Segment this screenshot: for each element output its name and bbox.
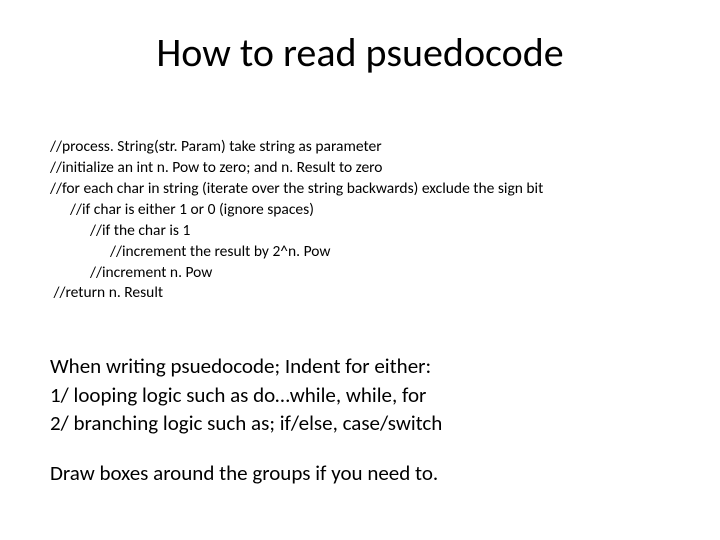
code-line: //return n. Result [50, 283, 670, 304]
code-line: //process. String(str. Param) take strin… [50, 137, 670, 158]
code-line: //if the char is 1 [50, 221, 670, 242]
code-line: //increment n. Pow [50, 263, 670, 284]
code-line: //increment the result by 2^n. Pow [50, 242, 670, 263]
code-line: //initialize an int n. Pow to zero; and … [50, 158, 670, 179]
notes-line: 2/ branching logic such as; if/else, cas… [50, 409, 670, 437]
pseudocode-block: //process. String(str. Param) take strin… [50, 137, 670, 304]
notes-line: When writing psuedocode; Indent for eith… [50, 352, 670, 380]
notes-block: When writing psuedocode; Indent for eith… [50, 352, 670, 487]
notes-line: Draw boxes around the groups if you need… [50, 459, 670, 487]
slide-title: How to read psuedocode [50, 28, 670, 77]
notes-line: 1/ looping logic such as do…while, while… [50, 381, 670, 409]
code-line: //for each char in string (iterate over … [50, 179, 670, 200]
code-line: //if char is either 1 or 0 (ignore space… [50, 200, 670, 221]
